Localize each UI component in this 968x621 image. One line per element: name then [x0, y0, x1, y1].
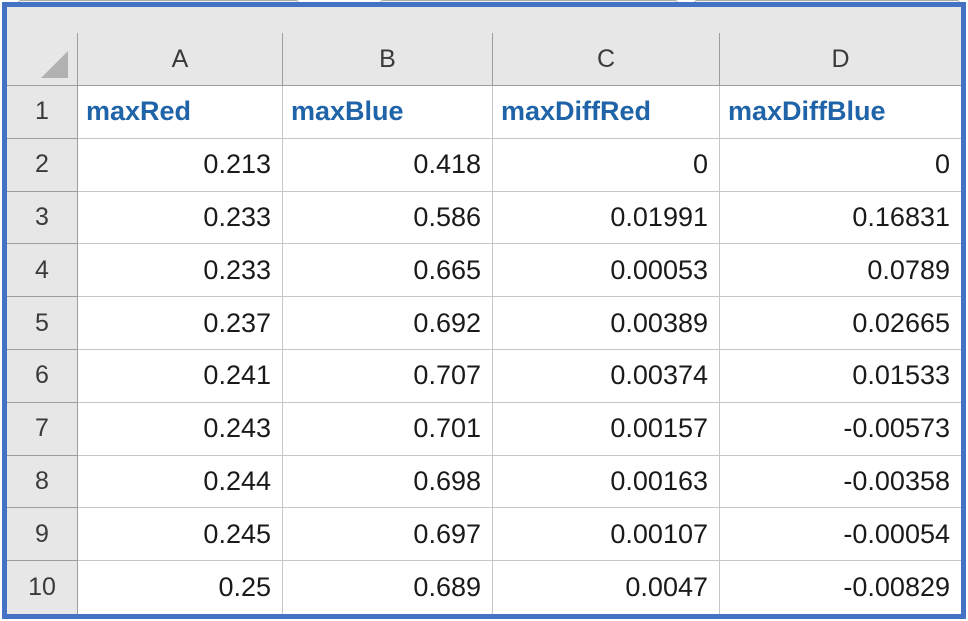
cell-b9[interactable]: 0.697: [283, 508, 493, 562]
row-number-5[interactable]: 5: [7, 297, 78, 350]
cell-d1[interactable]: maxDiffBlue: [720, 86, 961, 139]
cell-d5[interactable]: 0.02665: [720, 297, 961, 350]
cell-b8[interactable]: 0.698: [283, 455, 493, 509]
column-header-a[interactable]: A: [78, 33, 283, 86]
cell-a1[interactable]: maxRed: [78, 86, 283, 139]
row-number-2[interactable]: 2: [7, 138, 78, 192]
cell-c5[interactable]: 0.00389: [493, 297, 720, 350]
cell-b7[interactable]: 0.701: [283, 402, 493, 456]
cell-a5[interactable]: 0.237: [78, 297, 283, 350]
cell-b3[interactable]: 0.586: [283, 191, 493, 245]
row-number-9[interactable]: 9: [7, 508, 78, 562]
cell-a4[interactable]: 0.233: [78, 244, 283, 298]
cell-c9[interactable]: 0.00107: [493, 508, 720, 562]
spreadsheet-grid: A B C D 1 maxRed maxBlue maxDiffRed maxD…: [7, 33, 961, 614]
cell-b5[interactable]: 0.692: [283, 297, 493, 350]
cell-d6[interactable]: 0.01533: [720, 349, 961, 403]
column-header-c[interactable]: C: [493, 33, 720, 86]
column-header-d[interactable]: D: [720, 33, 961, 86]
row-number-10[interactable]: 10: [7, 561, 78, 614]
cell-d3[interactable]: 0.16831: [720, 191, 961, 245]
cell-b6[interactable]: 0.707: [283, 349, 493, 403]
cell-d4[interactable]: 0.0789: [720, 244, 961, 298]
cell-c3[interactable]: 0.01991: [493, 191, 720, 245]
cell-b10[interactable]: 0.689: [283, 561, 493, 614]
cell-c8[interactable]: 0.00163: [493, 455, 720, 509]
cell-b1[interactable]: maxBlue: [283, 86, 493, 139]
cell-d2[interactable]: 0: [720, 138, 961, 192]
cell-a3[interactable]: 0.233: [78, 191, 283, 245]
cell-a9[interactable]: 0.245: [78, 508, 283, 562]
column-header-b[interactable]: B: [283, 33, 493, 86]
cell-d10[interactable]: -0.00829: [720, 561, 961, 614]
cell-a6[interactable]: 0.241: [78, 349, 283, 403]
top-margin-strip: [7, 7, 961, 33]
select-all-triangle-icon: [41, 51, 68, 78]
cell-d9[interactable]: -0.00054: [720, 508, 961, 562]
cell-b4[interactable]: 0.665: [283, 244, 493, 298]
cell-d7[interactable]: -0.00573: [720, 402, 961, 456]
cell-c4[interactable]: 0.00053: [493, 244, 720, 298]
cell-c7[interactable]: 0.00157: [493, 402, 720, 456]
cell-c1[interactable]: maxDiffRed: [493, 86, 720, 139]
cell-a10[interactable]: 0.25: [78, 561, 283, 614]
row-number-7[interactable]: 7: [7, 402, 78, 456]
cell-c10[interactable]: 0.0047: [493, 561, 720, 614]
row-number-8[interactable]: 8: [7, 455, 78, 509]
cell-b2[interactable]: 0.418: [283, 138, 493, 192]
cell-d8[interactable]: -0.00358: [720, 455, 961, 509]
cell-c6[interactable]: 0.00374: [493, 349, 720, 403]
cell-a2[interactable]: 0.213: [78, 138, 283, 192]
cell-a7[interactable]: 0.243: [78, 402, 283, 456]
cell-a8[interactable]: 0.244: [78, 455, 283, 509]
row-number-3[interactable]: 3: [7, 191, 78, 245]
row-number-4[interactable]: 4: [7, 244, 78, 298]
cell-c2[interactable]: 0: [493, 138, 720, 192]
row-number-1[interactable]: 1: [7, 86, 78, 139]
select-all-button[interactable]: [7, 33, 78, 86]
row-number-6[interactable]: 6: [7, 349, 78, 403]
